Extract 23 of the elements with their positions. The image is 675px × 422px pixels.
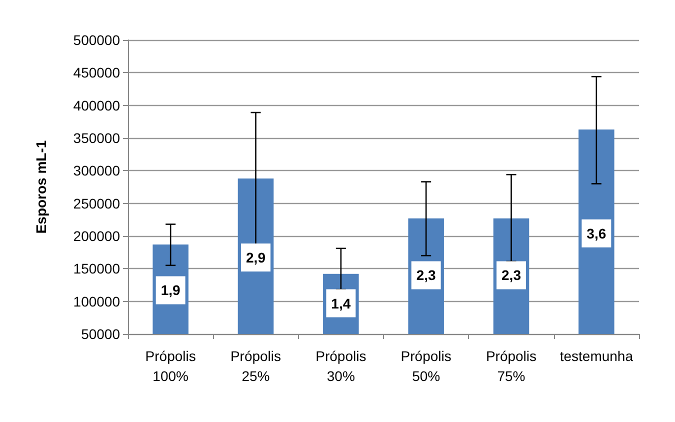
annotation: 1,4 [331,295,351,312]
y-tick-label: 300000 [73,162,120,179]
annotation: 1,9 [160,282,181,298]
annotation: 2,9 [246,250,266,266]
annotation: 2,3 [502,267,522,284]
x-tick-label: Própolis 25% [230,348,282,384]
y-tick-label: 200000 [73,228,120,244]
annotation: 2,3 [416,267,436,284]
y-tick-label: 400000 [73,97,120,114]
y-tick-label: 250000 [73,195,120,212]
y-tick-label: 150000 [73,260,120,277]
x-tick-label: Própolis 75% [486,348,537,384]
y-axis-title: Esporos mL-1 [33,140,49,234]
x-tick-label: testemunha [560,348,634,364]
y-tick-label: 350000 [73,130,120,146]
y-tick-label: 50000 [81,326,120,342]
annotation: 3,6 [586,225,606,242]
x-tick-label: Própolis 30% [316,348,366,384]
y-tick-label: 500000 [73,32,120,48]
y-tick-label: 450000 [73,64,120,81]
y-tick-label: 100000 [73,293,120,310]
x-tick-label: Própolis 100% [145,348,196,384]
x-tick-label: Própolis 50% [400,348,452,384]
